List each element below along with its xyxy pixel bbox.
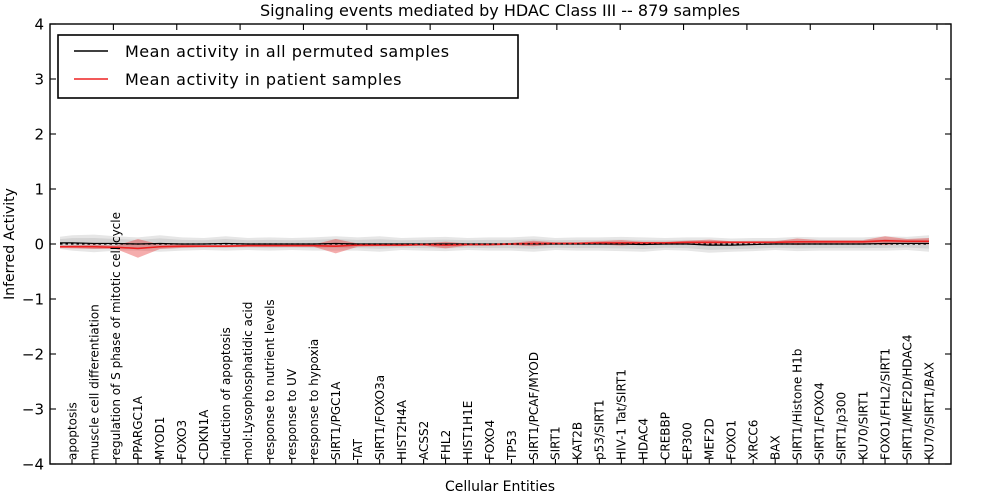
x-tick-label: SIRT1/Histone H1b [790, 349, 804, 460]
y-tick-label: 3 [34, 70, 44, 88]
legend-box [57, 34, 519, 99]
legend-label-patient: Mean activity in patient samples [125, 70, 402, 89]
line-layer [60, 239, 929, 250]
x-tick-label: SIRT1/FOXO3a [373, 375, 387, 460]
y-tick-label: −4 [22, 455, 44, 473]
y-tick-label: 4 [34, 15, 44, 33]
x-tick-label: PPARGC1A [131, 395, 145, 460]
legend: Mean activity in all permuted samples Me… [57, 34, 519, 99]
legend-label-permuted: Mean activity in all permuted samples [125, 42, 450, 61]
x-tick-label: response to hypoxia [307, 339, 321, 460]
x-tick-label: response to nutrient levels [263, 299, 277, 460]
x-tick-label: EP300 [681, 422, 695, 460]
x-tick-label: induction of apoptosis [219, 327, 233, 460]
x-tick-labels: apoptosis muscle cell differentiation regu… [65, 212, 936, 461]
x-tick-label: KU70/SIRT1/BAX [922, 362, 936, 460]
y-tick-labels: −4 −3 −2 −1 0 1 2 3 4 [22, 15, 44, 473]
x-tick-label: mol:Lysophosphatidic acid [241, 302, 255, 460]
x-tick-label: FHL2 [439, 430, 453, 460]
x-tick-label: CDKN1A [197, 409, 211, 460]
x-tick-label: MEF2D [703, 418, 717, 460]
x-tick-label: SIRT1 [549, 426, 563, 460]
x-tick-label: response to UV [285, 368, 299, 460]
x-tick-label: FOXO4 [483, 420, 497, 460]
x-tick-label: TAT [351, 438, 365, 461]
x-tick-label: SIRT1/FOXO4 [812, 382, 826, 460]
y-axis-label: Inferred Activity [2, 188, 18, 300]
x-tick-label: FOXO1 [725, 420, 739, 460]
x-tick-label: SIRT1/MEF2D/HDAC4 [900, 335, 914, 460]
y-tick-label: −2 [22, 345, 44, 363]
x-tick-label: KAT2B [571, 422, 585, 460]
x-tick-label: FOXO3 [175, 420, 189, 460]
x-tick-label: HIST1H1E [461, 401, 475, 460]
x-tick-label: SIRT1/PGC1A [329, 381, 343, 460]
y-tick-label: −1 [22, 290, 44, 308]
x-tick-label: apoptosis [65, 402, 79, 460]
x-tick-label: p53/SIRT1 [593, 399, 607, 460]
x-tick-label: TP53 [505, 430, 519, 461]
x-tick-label: FOXO1/FHL2/SIRT1 [878, 348, 892, 460]
x-axis-label: Cellular Entities [445, 479, 555, 495]
x-tick-label: SIRT1/p300 [834, 392, 848, 460]
x-tick-label: MYOD1 [153, 417, 167, 460]
plot-frame [49, 23, 952, 465]
x-tick-label: KU70/SIRT1 [856, 391, 870, 460]
x-tick-label: XRCC6 [747, 420, 761, 460]
x-tick-label: HIST2H4A [395, 399, 409, 460]
y-tick-label: 2 [34, 125, 44, 143]
x-tick-label: SIRT1/PCAF/MYOD [527, 352, 541, 460]
y-tick-label: 0 [34, 235, 44, 253]
x-tick-label: ACSS2 [417, 421, 431, 460]
x-tick-label: HIV-1 Tat/SIRT1 [615, 369, 629, 460]
x-tick-label: regulation of S phase of mitotic cell cy… [109, 212, 123, 460]
y-tick-label: −3 [22, 400, 44, 418]
x-tick-label: CREBBP [659, 412, 673, 460]
y-tick-label: 1 [34, 180, 44, 198]
x-tick-label: HDAC4 [637, 418, 651, 460]
chart-title: Signaling events mediated by HDAC Class … [260, 1, 740, 20]
x-tick-label: BAX [768, 435, 782, 460]
x-tick-label: muscle cell differentiation [87, 304, 101, 460]
